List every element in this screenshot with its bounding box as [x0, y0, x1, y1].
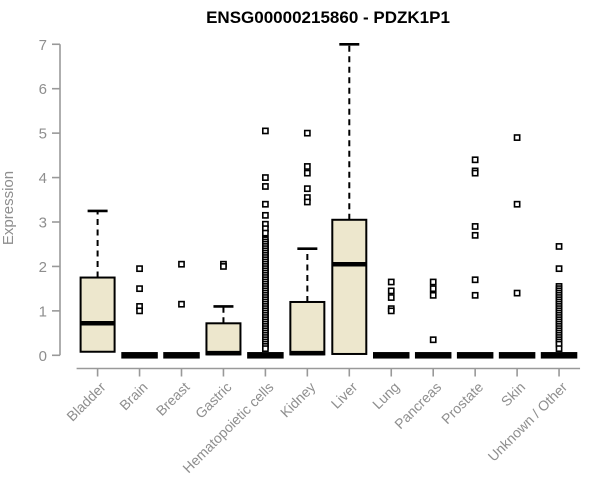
outlier-point [471, 169, 479, 177]
x-tick-label: Brain [116, 379, 150, 413]
outlier-point [261, 200, 269, 208]
outlier-point [471, 291, 479, 299]
x-tick-label: Pancreas [391, 379, 444, 432]
outlier-point [261, 174, 269, 181]
x-tick-label: Prostate [438, 379, 486, 427]
outlier-point [471, 156, 479, 164]
outlier-point [555, 265, 563, 273]
outlier-point [261, 127, 269, 135]
y-tick-label: 1 [39, 303, 47, 320]
y-axis: 0 1 2 3 4 5 6 7 Expression [0, 37, 61, 365]
boxplot-bladder [79, 209, 116, 353]
outlier-point [429, 336, 437, 344]
collapsed-box [163, 352, 200, 359]
y-tick-label: 7 [39, 37, 47, 54]
x-tick-label: Lung [369, 379, 402, 412]
boxplot-unknown-other [540, 243, 578, 359]
outlier-point [513, 200, 521, 208]
y-tick-label: 3 [39, 215, 47, 232]
outlier-point [303, 129, 311, 137]
x-tick-label: Unknown / Other [485, 379, 571, 465]
chart-title: ENSG00000215860 - PDZK1P1 [206, 8, 450, 27]
outlier-point [136, 307, 143, 315]
iqr-box [289, 300, 326, 356]
outlier-point [471, 231, 479, 239]
collapsed-box [121, 352, 158, 359]
outlier-point [303, 169, 311, 177]
outlier-point [303, 185, 311, 193]
boxplot-lung [373, 278, 410, 359]
outlier-point [429, 285, 437, 293]
x-tick-label: Kidney [277, 379, 319, 421]
iqr-box [331, 218, 368, 355]
outlier-point [303, 198, 311, 206]
y-tick-label: 5 [39, 126, 47, 143]
collapsed-box [456, 352, 494, 359]
x-tick-label: Bladder [63, 379, 109, 425]
outlier-point [555, 243, 563, 250]
outlier-point [303, 163, 311, 170]
boxplot-kidney [289, 129, 326, 356]
y-tick-label: 0 [39, 348, 47, 365]
boxplot-pancreas [414, 278, 452, 359]
outlier-point [387, 294, 395, 301]
collapsed-box [498, 352, 536, 359]
outlier-point [387, 307, 395, 315]
outlier-point [136, 285, 143, 293]
outlier-point [387, 287, 395, 295]
outlier-point [429, 291, 437, 299]
collapsed-box [414, 352, 452, 359]
outlier-point [471, 223, 479, 230]
boxplot-prostate [456, 156, 494, 359]
outlier-point [136, 265, 143, 273]
outlier-point [471, 276, 479, 284]
boxplot-breast [163, 260, 200, 359]
boxplot-liver [331, 42, 368, 355]
x-tick-label: Breast [153, 379, 193, 419]
boxplot-gastric [205, 260, 242, 356]
iqr-box [79, 276, 116, 353]
y-tick-label: 6 [39, 81, 47, 98]
outlier-point [555, 345, 563, 353]
collapsed-box [540, 352, 578, 359]
boxplot-hematopoietic-cells [247, 127, 284, 359]
outlier-point [178, 260, 185, 268]
y-axis-title: Expression [0, 171, 17, 245]
outlier-point [513, 134, 521, 141]
boxplot-brain [121, 265, 158, 359]
outlier-point [261, 229, 269, 237]
collapsed-box [373, 352, 410, 359]
collapsed-box [247, 352, 284, 359]
x-tick-label: Liver [328, 379, 361, 412]
iqr-box [205, 322, 242, 356]
outlier-point [261, 183, 269, 190]
outlier-point [387, 278, 395, 286]
outlier-point [513, 289, 521, 297]
outlier-point [429, 278, 437, 286]
boxplot-skin [498, 134, 536, 359]
outlier-point [178, 300, 185, 308]
outlier-point [220, 263, 227, 270]
x-tick-label: Skin [498, 379, 529, 410]
outlier-point [261, 211, 269, 219]
y-tick-label: 2 [39, 259, 47, 276]
y-tick-label: 4 [39, 170, 47, 187]
outlier-point [261, 345, 269, 353]
